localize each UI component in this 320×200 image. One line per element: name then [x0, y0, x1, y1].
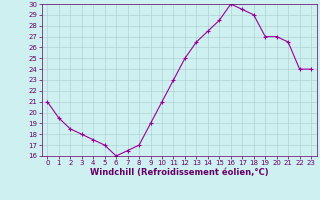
X-axis label: Windchill (Refroidissement éolien,°C): Windchill (Refroidissement éolien,°C)	[90, 168, 268, 177]
